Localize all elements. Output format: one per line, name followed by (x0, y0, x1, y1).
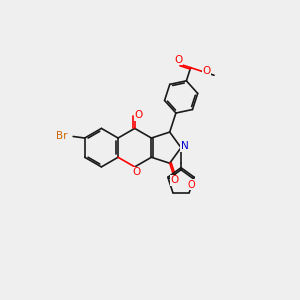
Text: Br: Br (56, 131, 67, 142)
Text: O: O (134, 110, 143, 120)
Text: O: O (174, 55, 182, 65)
Text: O: O (202, 66, 210, 76)
Text: N: N (181, 141, 189, 151)
Text: O: O (187, 180, 195, 190)
Text: O: O (132, 167, 140, 177)
Text: O: O (170, 175, 178, 185)
